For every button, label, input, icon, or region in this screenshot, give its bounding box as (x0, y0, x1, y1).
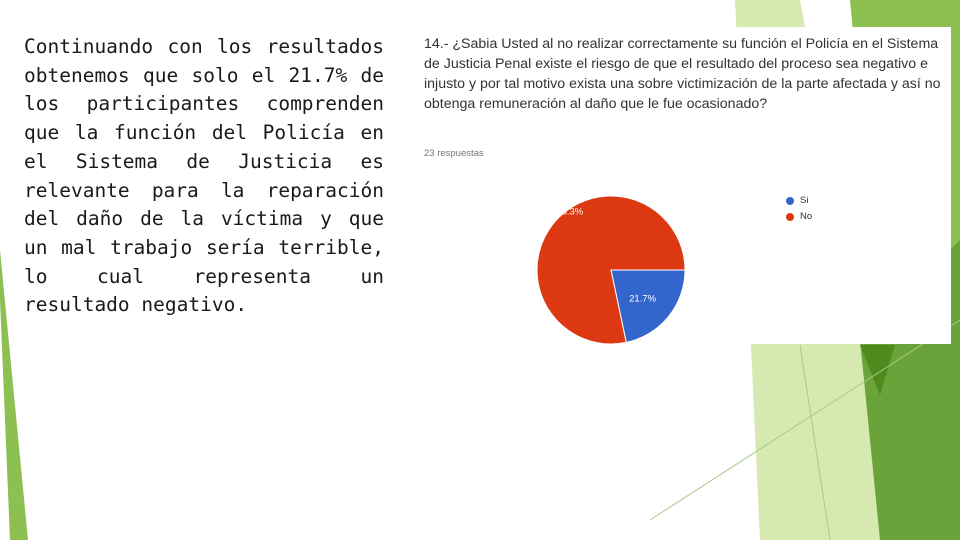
legend-swatch-si (786, 196, 794, 205)
body-paragraph: Continuando con los resultados obtenemos… (24, 35, 384, 317)
pie-slice-si (610, 269, 686, 344)
chart-title: 14.- ¿Sabia Usted al no realizar correct… (424, 36, 941, 112)
diagonal-line (649, 319, 960, 521)
vertical-line (799, 344, 831, 540)
right-green-shape-deep (860, 345, 895, 395)
legend-label-si: Si (800, 195, 809, 206)
chart-card: 14.- ¿Sabia Usted al no realizar correct… (410, 27, 951, 344)
legend-item-si: Si (786, 195, 808, 206)
legend-label-no: No (800, 211, 813, 222)
pie-slice-no (536, 195, 686, 344)
legend-swatch-no (786, 212, 794, 221)
pie-label-no: 78.3% (556, 206, 583, 217)
pie-label-si: 21.7% (629, 294, 656, 305)
left-green-stripe (0, 250, 28, 540)
legend-item-no: No (786, 211, 812, 222)
pie-chart: 21.7% 78.3% (536, 195, 686, 344)
response-count: 23 respuestas (424, 148, 484, 159)
